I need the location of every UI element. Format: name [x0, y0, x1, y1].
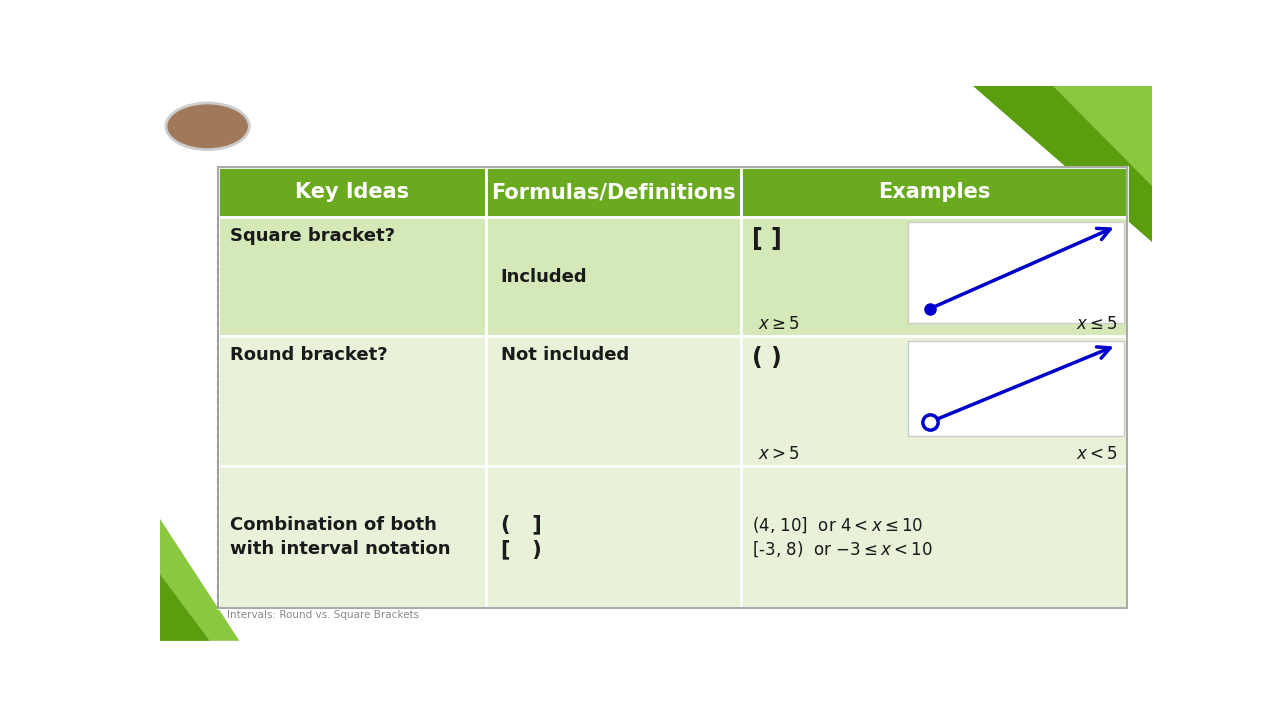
Bar: [741, 467, 1128, 608]
Text: with interval notation: with interval notation: [230, 540, 451, 558]
Bar: [486, 217, 741, 336]
Bar: [741, 167, 1128, 217]
Bar: [486, 167, 741, 217]
Polygon shape: [1053, 86, 1152, 186]
Bar: [908, 222, 1124, 323]
Bar: [218, 336, 486, 467]
Text: $x > 5$: $x > 5$: [759, 445, 800, 463]
Polygon shape: [973, 86, 1152, 242]
Polygon shape: [160, 575, 210, 641]
Text: Included: Included: [500, 268, 588, 286]
Bar: [218, 167, 486, 217]
Text: [   ): [ ): [500, 539, 541, 559]
Bar: [218, 167, 1128, 608]
Text: Formulas/Definitions: Formulas/Definitions: [492, 182, 736, 202]
Bar: [741, 336, 1128, 467]
Text: Intervals: Round vs. Square Brackets: Intervals: Round vs. Square Brackets: [228, 611, 420, 621]
Text: [-3, 8)  or $-3 \leq x < 10$: [-3, 8) or $-3 \leq x < 10$: [753, 539, 933, 559]
Text: $x \geq 5$: $x \geq 5$: [759, 315, 800, 333]
Text: Key Ideas: Key Ideas: [294, 182, 408, 202]
Text: (   ]: ( ]: [500, 515, 541, 535]
Text: $x < 5$: $x < 5$: [1075, 445, 1117, 463]
Text: [ ]: [ ]: [753, 228, 782, 251]
Text: (4, 10]  or $4 < x \leq 10$: (4, 10] or $4 < x \leq 10$: [753, 515, 924, 534]
Bar: [908, 341, 1124, 436]
Text: $x \leq 5$: $x \leq 5$: [1075, 315, 1117, 333]
Polygon shape: [160, 519, 239, 641]
Bar: [741, 217, 1128, 336]
Bar: [218, 467, 486, 608]
Bar: [486, 336, 741, 467]
Text: Round bracket?: Round bracket?: [230, 346, 388, 364]
Text: Square bracket?: Square bracket?: [230, 228, 396, 246]
Bar: [486, 467, 741, 608]
Text: Not included: Not included: [500, 346, 628, 364]
Text: Examples: Examples: [878, 182, 991, 202]
Text: ( ): ( ): [753, 346, 782, 371]
Text: Combination of both: Combination of both: [230, 516, 438, 534]
Circle shape: [166, 103, 250, 150]
Bar: [218, 217, 486, 336]
